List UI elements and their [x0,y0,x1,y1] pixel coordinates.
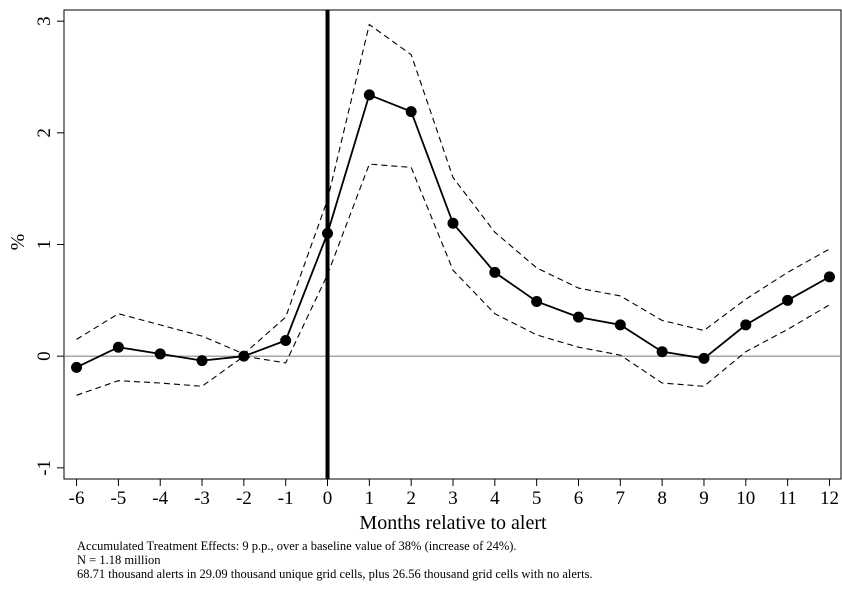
chart-notes: Accumulated Treatment Effects: 9 p.p., o… [77,539,593,581]
lower-ci-line [76,163,830,396]
estimate-point [405,106,417,118]
x-tick-label: -3 [194,488,210,509]
x-tick-label: -5 [110,488,126,509]
estimate-point [656,346,668,358]
x-tick-label: 11 [778,488,796,509]
y-tick-label: 0 [34,351,55,361]
note-line-1: Accumulated Treatment Effects: 9 p.p., o… [77,539,517,553]
x-tick-label: 9 [699,488,709,509]
x-axis-label: Months relative to alert [359,512,547,534]
x-tick-label: 8 [657,488,667,509]
x-tick-label: 0 [323,488,333,509]
x-tick-label: 5 [532,488,542,509]
x-tick-label: 12 [820,488,839,509]
note-line-3: 68.71 thousand alerts in 29.09 thousand … [77,567,593,581]
estimate-point [782,294,794,306]
estimate-point [196,355,208,367]
estimate-point [614,319,626,331]
x-tick-label: -2 [236,488,252,509]
y-tick-label: 1 [34,240,55,250]
y-tick-label: 2 [34,128,55,138]
plot-frame [63,9,842,480]
estimate-point [740,319,752,331]
x-tick-label: 2 [406,488,416,509]
estimate-point [823,271,835,283]
estimate-point [531,295,543,307]
x-tick-label: 4 [490,488,500,509]
estimate-point [280,335,292,347]
x-tick-label: 6 [574,488,584,509]
x-tick-label: -6 [69,488,85,509]
estimate-point [112,341,124,353]
estimate-point [154,348,166,360]
x-tick-label: -1 [278,488,294,509]
estimate-point [489,266,501,278]
estimate-point [698,352,710,364]
x-tick-label: 7 [616,488,626,509]
estimate-point [322,227,334,239]
estimate-line [76,93,830,369]
note-line-2: N = 1.18 million [77,553,161,567]
estimate-point [363,89,375,101]
upper-ci-line [76,23,830,355]
x-tick-label: 10 [736,488,755,509]
x-tick-label: 3 [448,488,458,509]
y-tick-label: -1 [34,460,55,476]
y-tick-label: 3 [34,16,55,26]
x-tick-label: -4 [152,488,168,509]
y-axis-label: % [7,234,29,251]
estimate-point [71,361,83,373]
x-tick-label: 1 [365,488,375,509]
estimate-point [238,350,250,362]
estimate-point [447,217,459,229]
estimate-point [572,311,584,323]
